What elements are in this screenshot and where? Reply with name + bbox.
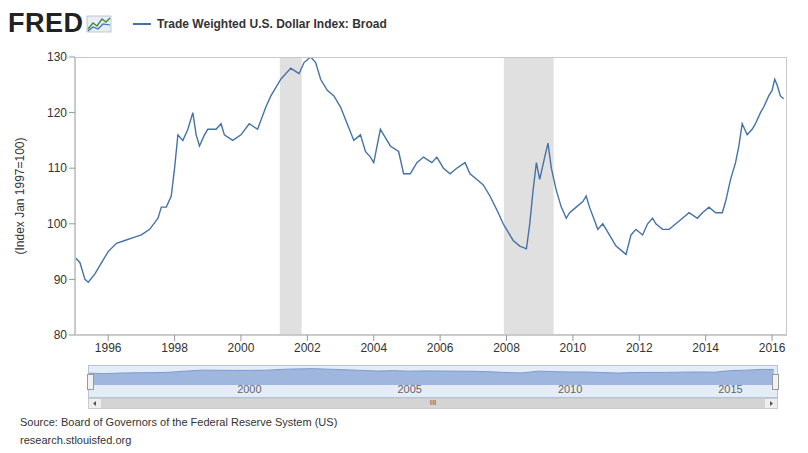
svg-text:2006: 2006	[427, 341, 454, 355]
svg-text:2005: 2005	[398, 383, 422, 395]
svg-text:2002: 2002	[294, 341, 321, 355]
svg-text:2010: 2010	[560, 341, 587, 355]
svg-text:110: 110	[48, 161, 67, 175]
svg-text:(Index Jan 1997=100): (Index Jan 1997=100)	[13, 137, 27, 254]
svg-text:1996: 1996	[95, 341, 122, 355]
html-text:research.stlouisfed.org: research.stlouisfed.org	[20, 434, 132, 446]
svg-text:2016: 2016	[759, 341, 786, 355]
svg-text:2000: 2000	[237, 383, 261, 395]
svg-text:1998: 1998	[161, 341, 188, 355]
svg-text:130: 130	[47, 50, 67, 64]
svg-text:2015: 2015	[718, 383, 742, 395]
svg-text:2000: 2000	[228, 341, 255, 355]
html-text:III: III	[429, 398, 437, 407]
html-text:Trade Weighted U.S. Dollar Ind: Trade Weighted U.S. Dollar Index: Broad	[157, 17, 387, 31]
svg-text:2010: 2010	[558, 383, 582, 395]
svg-text:2004: 2004	[360, 341, 387, 355]
svg-text:120: 120	[47, 106, 67, 120]
svg-text:90: 90	[54, 273, 68, 287]
svg-text:2014: 2014	[692, 341, 719, 355]
svg-text:80: 80	[54, 328, 68, 342]
svg-text:2008: 2008	[493, 341, 520, 355]
html-text:Source: Board of Governors of: Source: Board of Governors of the Federa…	[20, 416, 338, 428]
svg-text:2012: 2012	[626, 341, 653, 355]
svg-text:100: 100	[47, 217, 67, 231]
html-text:FRED: FRED	[8, 8, 84, 38]
